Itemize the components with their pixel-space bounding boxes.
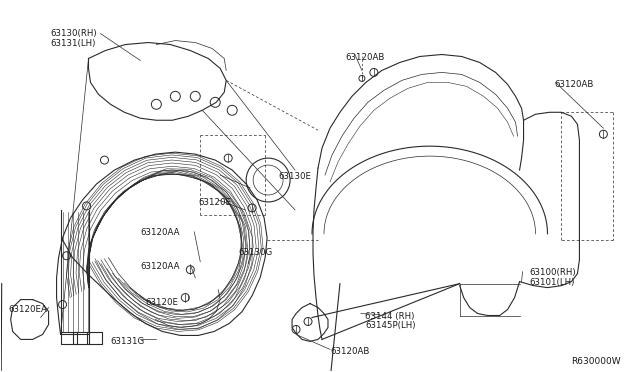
Text: 63120E: 63120E	[145, 298, 179, 307]
Text: 63120AB: 63120AB	[554, 80, 594, 89]
Text: 63130G: 63130G	[238, 248, 273, 257]
Text: 63100(RH): 63100(RH)	[529, 268, 576, 277]
Text: 63145P(LH): 63145P(LH)	[365, 321, 415, 330]
Text: 63131G: 63131G	[111, 337, 145, 346]
Text: 63101(LH): 63101(LH)	[529, 278, 575, 287]
Text: 63130E: 63130E	[278, 172, 311, 181]
Text: 63120E: 63120E	[198, 198, 231, 207]
Text: R630000W: R630000W	[572, 357, 621, 366]
Text: 63120EA: 63120EA	[9, 305, 47, 314]
Text: 63120AB: 63120AB	[330, 347, 369, 356]
Text: 63131(LH): 63131(LH)	[51, 39, 96, 48]
Text: 63120AA: 63120AA	[140, 228, 180, 237]
Text: 63120AA: 63120AA	[140, 262, 180, 271]
Text: 63144 (RH): 63144 (RH)	[365, 311, 414, 321]
Text: 63120AB: 63120AB	[345, 52, 385, 61]
Text: 63130(RH): 63130(RH)	[51, 29, 97, 38]
